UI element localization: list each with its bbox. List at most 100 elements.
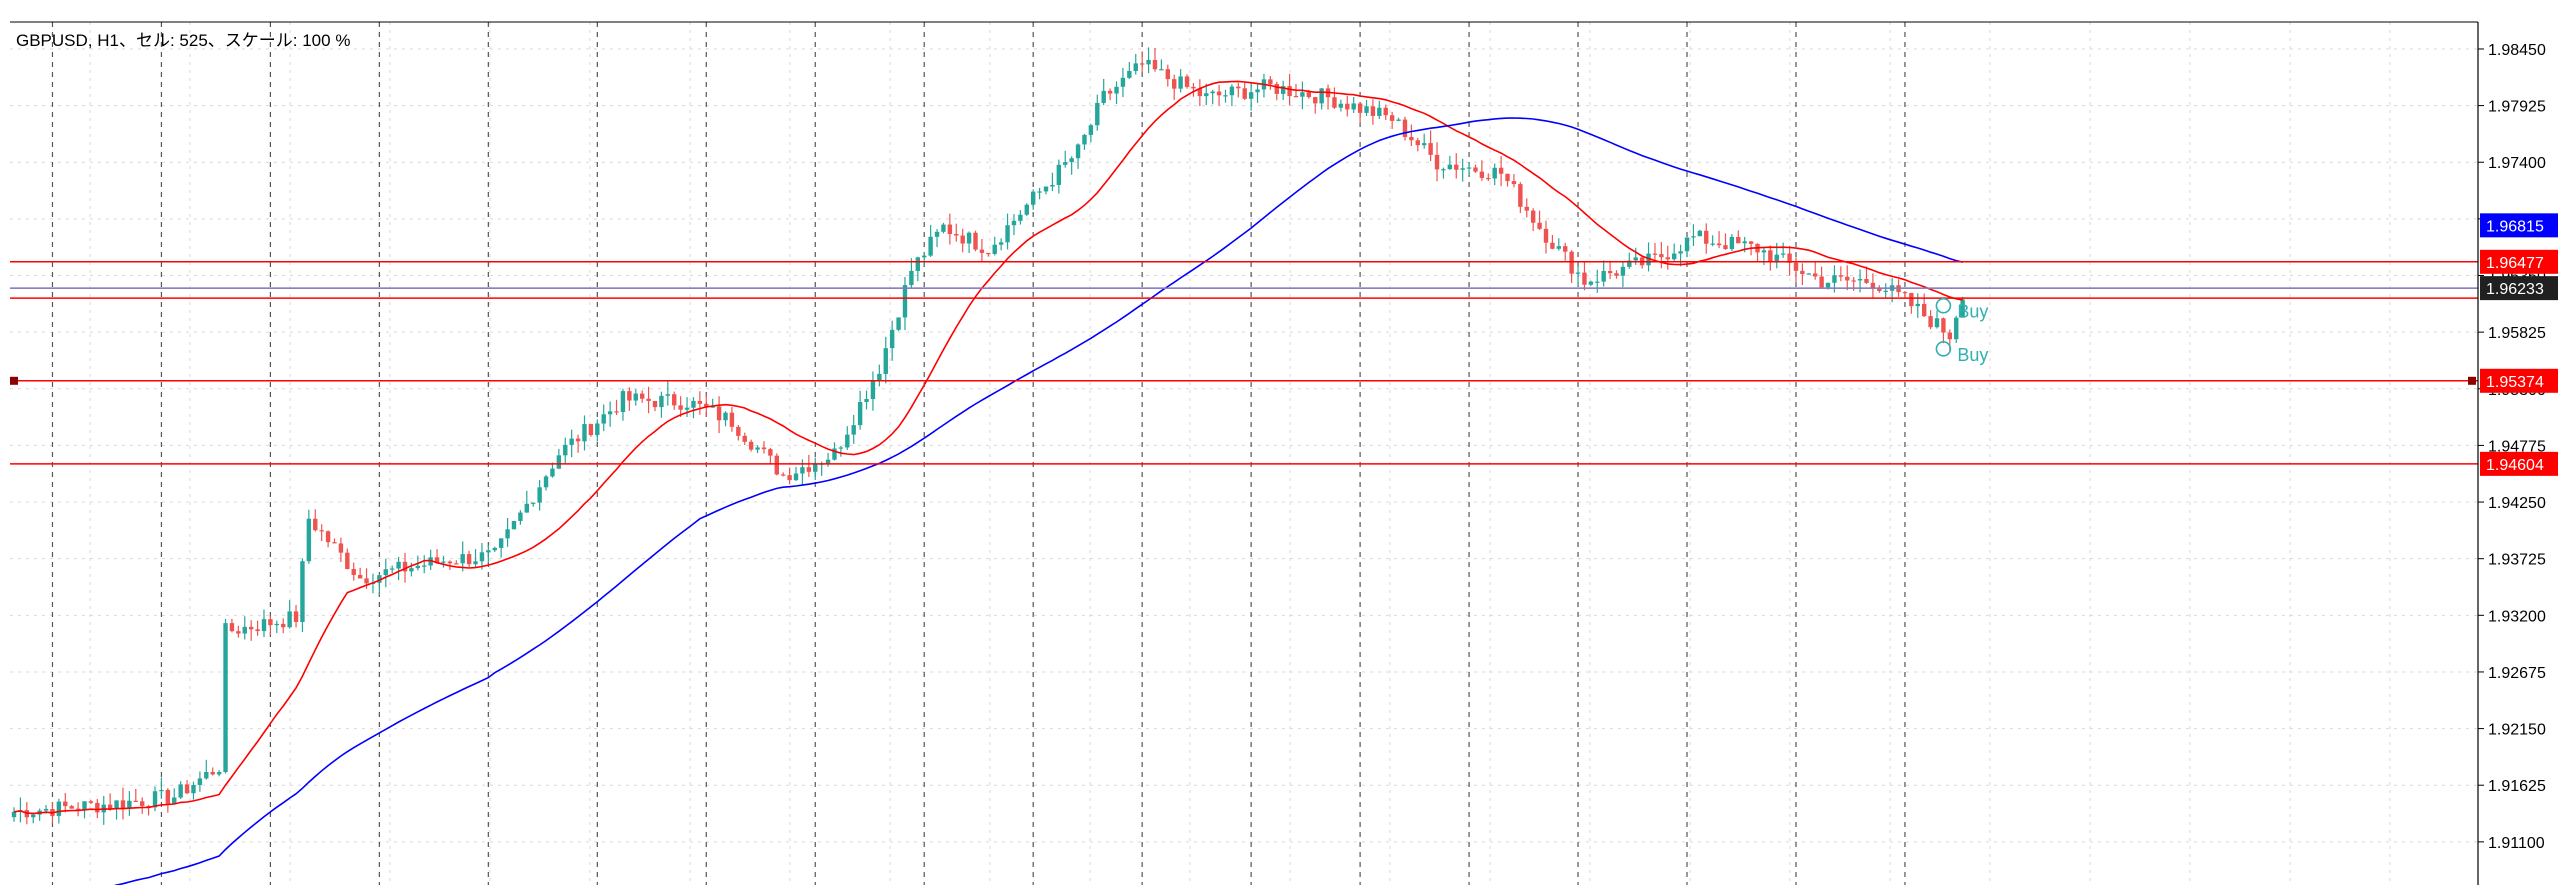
candle-body: [261, 619, 267, 632]
candle-body: [1473, 167, 1478, 172]
candle-body: [1127, 70, 1132, 78]
price-tag: [2480, 451, 2558, 476]
candle-body: [845, 434, 850, 448]
candle-body: [1851, 280, 1856, 282]
candle-body: [1543, 228, 1549, 243]
candle-body: [338, 543, 344, 553]
candle-body: [69, 806, 74, 809]
candle-body: [1075, 144, 1081, 159]
candle-body: [1921, 303, 1927, 317]
candle-body: [768, 449, 773, 456]
candle-body: [620, 391, 626, 413]
candle-body: [428, 557, 433, 566]
candle-body: [825, 459, 831, 464]
candle-body: [1569, 251, 1574, 274]
candle-body: [1550, 242, 1555, 249]
candle-body: [1280, 86, 1286, 94]
price-tag: [2480, 213, 2558, 238]
candle-body: [383, 569, 388, 576]
candle-body: [1595, 281, 1600, 283]
candle-body: [1377, 107, 1382, 116]
candle-body: [1684, 237, 1690, 252]
candle-body: [1107, 90, 1113, 94]
candle-body: [1313, 97, 1318, 104]
grid: [10, 22, 2478, 885]
candle-body: [1877, 288, 1882, 291]
candle-body: [197, 778, 203, 785]
horizontal-lines[interactable]: [10, 261, 2478, 465]
candle-body: [466, 554, 472, 565]
candle-body: [1601, 271, 1606, 282]
candle-body: [1704, 230, 1709, 244]
candle-body: [1845, 276, 1850, 281]
tick-label: 1.92150: [2488, 722, 2546, 739]
candle-body: [896, 317, 901, 330]
price-tag-label: 1.96815: [2486, 218, 2544, 235]
candle-body: [550, 468, 555, 477]
candle-body: [851, 425, 856, 435]
candle-body: [1447, 164, 1453, 170]
price-tag-label: 1.96233: [2486, 281, 2544, 298]
tick-label: 1.91100: [2488, 835, 2545, 852]
candle-body: [672, 394, 677, 406]
candle-body: [268, 619, 273, 626]
candle-body: [537, 487, 542, 503]
candle-body: [1486, 177, 1491, 180]
candle-body: [1633, 257, 1638, 261]
candle-body: [1582, 272, 1587, 285]
candle-body: [774, 455, 779, 475]
candle-body: [531, 502, 536, 504]
candle-body: [1954, 317, 1959, 340]
candle-body: [922, 255, 927, 258]
tick-label: 1.91625: [2488, 778, 2546, 795]
chart-info-text: GBPUSD, H1、セル: 525、スケール: 100 %: [16, 31, 350, 50]
tick-label: 1.92675: [2488, 665, 2546, 682]
candle-body: [216, 772, 222, 775]
candle-body: [1018, 214, 1023, 221]
candle-body: [95, 802, 100, 813]
candle-body: [1133, 63, 1138, 71]
candle-body: [857, 402, 863, 426]
candle-body: [1556, 246, 1562, 249]
candle-body: [434, 557, 440, 563]
candle-body: [1780, 253, 1786, 255]
tick-label: 1.94775: [2488, 438, 2546, 455]
candle-body: [1729, 236, 1735, 250]
candle-body: [306, 518, 312, 562]
candle-body: [1191, 86, 1196, 89]
candle-body: [659, 395, 664, 408]
candle-body: [928, 236, 933, 256]
candle-body: [11, 811, 17, 818]
candle-body: [883, 348, 888, 374]
candle-body: [1614, 273, 1619, 276]
candle-body: [960, 235, 965, 244]
candle-body: [877, 373, 882, 382]
candle-body: [1825, 282, 1831, 288]
ma-fast-line: [13, 80, 1963, 815]
candle-body: [1691, 236, 1696, 238]
candle-body: [396, 561, 401, 569]
candle-body: [870, 381, 876, 399]
candle-body: [1793, 262, 1799, 271]
candle-body: [633, 393, 638, 401]
candle-body: [1043, 186, 1049, 192]
candle-body: [755, 447, 760, 450]
candle-body: [1396, 119, 1401, 121]
candle-body: [325, 531, 331, 543]
candle-body: [31, 814, 36, 818]
candle-body: [159, 789, 164, 792]
candle-body: [1588, 281, 1594, 285]
candle-body: [422, 565, 427, 567]
candle-body: [1806, 273, 1811, 275]
candle-body: [742, 435, 747, 442]
candle-body: [1864, 278, 1869, 283]
candle-body: [947, 224, 953, 235]
candle-body: [1909, 292, 1914, 307]
candle-body: [1710, 243, 1715, 245]
candle-body: [409, 568, 414, 572]
candle-body: [1351, 103, 1356, 110]
candle-body: [806, 467, 812, 472]
ma-slow-line: [113, 117, 1963, 885]
